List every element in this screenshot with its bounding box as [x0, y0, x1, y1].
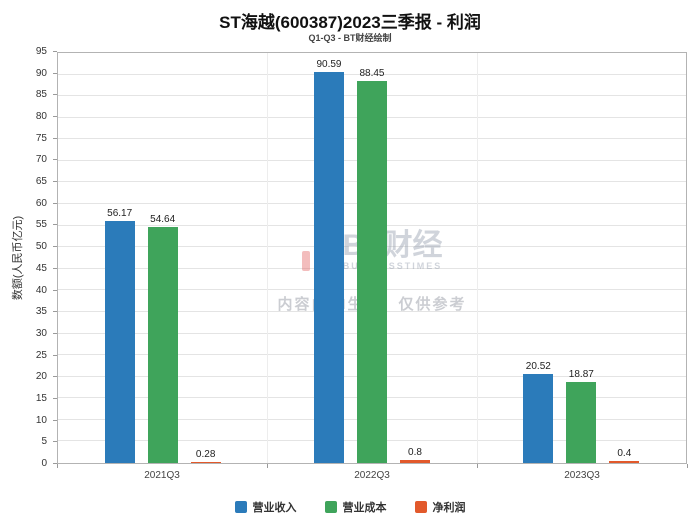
y-tick-mark	[53, 419, 57, 421]
x-tick-marks	[57, 464, 688, 468]
y-tick-label: 10	[35, 414, 47, 426]
legend-swatch	[324, 501, 337, 513]
y-tick-mark	[53, 354, 57, 356]
bar	[609, 461, 640, 463]
bar-营业收入-2023Q3: 20.52	[523, 53, 554, 463]
y-tick-mark	[53, 311, 57, 313]
bar-净利润-2022Q3: 0.8	[399, 53, 430, 463]
y-tick-label: 90	[35, 67, 47, 79]
legend-label: 营业收入	[252, 502, 297, 514]
x-tick-label-2021Q3: 2021Q3	[144, 470, 180, 481]
y-tick-label: 30	[35, 327, 47, 339]
legend-label: 营业成本	[342, 502, 387, 514]
y-tick-mark	[53, 181, 57, 183]
bar-营业收入-2021Q3: 56.17	[104, 53, 135, 463]
bar-value-label: 0.28	[195, 448, 216, 460]
gridline	[58, 73, 686, 75]
plot-area: BT财经 BUSINESSTIMES 内容由AI生成，仅供参考 56.1754.…	[57, 52, 687, 464]
bar-营业收入-2022Q3: 90.59	[313, 53, 344, 463]
y-tick-label: 65	[35, 176, 47, 188]
y-tick-mark	[53, 116, 57, 118]
y-tick-mark	[53, 441, 57, 443]
bar	[313, 72, 344, 463]
legend-swatch	[414, 501, 427, 513]
bar-value-label: 54.64	[150, 214, 176, 226]
y-tick-mark	[53, 463, 57, 464]
y-tick-mark	[53, 332, 57, 334]
bars: 56.17 54.64 0.28 90.59 88.45 0.8 20.52 18.87 0.4	[58, 53, 686, 463]
y-tick-label: 5	[41, 436, 47, 448]
legend: 营业收入 营业成本 净利润	[0, 499, 700, 515]
x-axis: 2021Q3 2022Q3 2023Q3	[57, 470, 687, 481]
bar-group-2022Q3: 90.59 88.45 0.8	[313, 53, 430, 463]
y-tick-mark	[53, 137, 57, 139]
y-tick-label: 80	[35, 111, 47, 123]
bar-value-label: 20.52	[525, 361, 551, 373]
y-tick-mark	[53, 51, 57, 52]
bar-value-label: 0.4	[617, 448, 632, 460]
y-tick-label: 55	[35, 219, 47, 231]
legend-swatch	[234, 501, 247, 513]
y-tick-label: 15	[35, 392, 47, 404]
bar	[356, 81, 387, 463]
y-tick-mark	[53, 289, 57, 291]
bar-value-label: 0.8	[408, 446, 422, 458]
legend-item-营业成本[interactable]: 营业成本	[324, 499, 387, 515]
y-axis: 0 5 10 15 20 25 30 35 40 45 50 55 60 65 70 75 80 85 90 95	[0, 47, 57, 469]
y-tick-label: 95	[35, 46, 47, 57]
bar-营业成本-2023Q3: 18.87	[566, 53, 597, 463]
bar	[104, 220, 135, 463]
y-tick-label: 70	[35, 154, 47, 166]
y-tick-mark	[53, 94, 57, 96]
y-tick-label: 45	[35, 262, 47, 274]
bar	[190, 461, 221, 463]
y-tick-label: 85	[35, 89, 47, 101]
y-tick-label: 60	[35, 197, 47, 209]
category-gridline	[476, 53, 478, 463]
x-tick-mark	[57, 464, 58, 468]
x-tick-label-2022Q3: 2022Q3	[354, 470, 390, 481]
y-tick-mark	[53, 246, 57, 248]
bar-value-label: 18.87	[568, 368, 594, 380]
y-tick-mark	[53, 376, 57, 378]
y-tick-label: 0	[41, 458, 47, 469]
y-tick-label: 75	[35, 132, 47, 144]
bar-营业成本-2021Q3: 54.64	[147, 53, 178, 463]
x-tick-mark	[477, 464, 478, 468]
chart-subtitle: Q1-Q3 - BT财经绘制	[308, 33, 392, 43]
y-tick-mark	[53, 397, 57, 399]
y-tick-mark	[53, 72, 57, 74]
bar	[399, 459, 430, 463]
bar-group-2023Q3: 20.52 18.87 0.4	[523, 53, 640, 463]
x-tick-label-2023Q3: 2023Q3	[564, 470, 600, 481]
y-tick-label: 25	[35, 349, 47, 361]
legend-item-营业收入[interactable]: 营业收入	[234, 499, 297, 515]
bar-净利润-2023Q3: 0.4	[609, 53, 640, 463]
bar-value-label: 56.17	[107, 207, 133, 219]
x-tick-mark	[267, 464, 268, 468]
y-tick-mark	[53, 224, 57, 226]
legend-item-净利润[interactable]: 净利润	[414, 499, 466, 515]
legend-label: 净利润	[432, 502, 466, 514]
y-tick-mark	[53, 202, 57, 204]
category-gridline	[267, 53, 269, 463]
y-tick-label: 50	[35, 241, 47, 253]
chart-title: ST海越(600387)2023三季报 - 利润	[219, 13, 481, 32]
bar-净利润-2021Q3: 0.28	[190, 53, 221, 463]
bar	[147, 227, 178, 463]
bar-value-label: 90.59	[316, 59, 342, 71]
y-tick-mark	[53, 159, 57, 161]
y-tick-label: 20	[35, 371, 47, 383]
bar-value-label: 88.45	[359, 68, 385, 80]
bar	[523, 374, 554, 463]
bar	[566, 381, 597, 463]
x-tick-mark	[687, 464, 688, 468]
y-tick-label: 35	[35, 306, 47, 318]
y-tick-mark	[53, 267, 57, 269]
bar-营业成本-2022Q3: 88.45	[356, 53, 387, 463]
y-tick-label: 40	[35, 284, 47, 296]
bar-group-2021Q3: 56.17 54.64 0.28	[104, 53, 221, 463]
